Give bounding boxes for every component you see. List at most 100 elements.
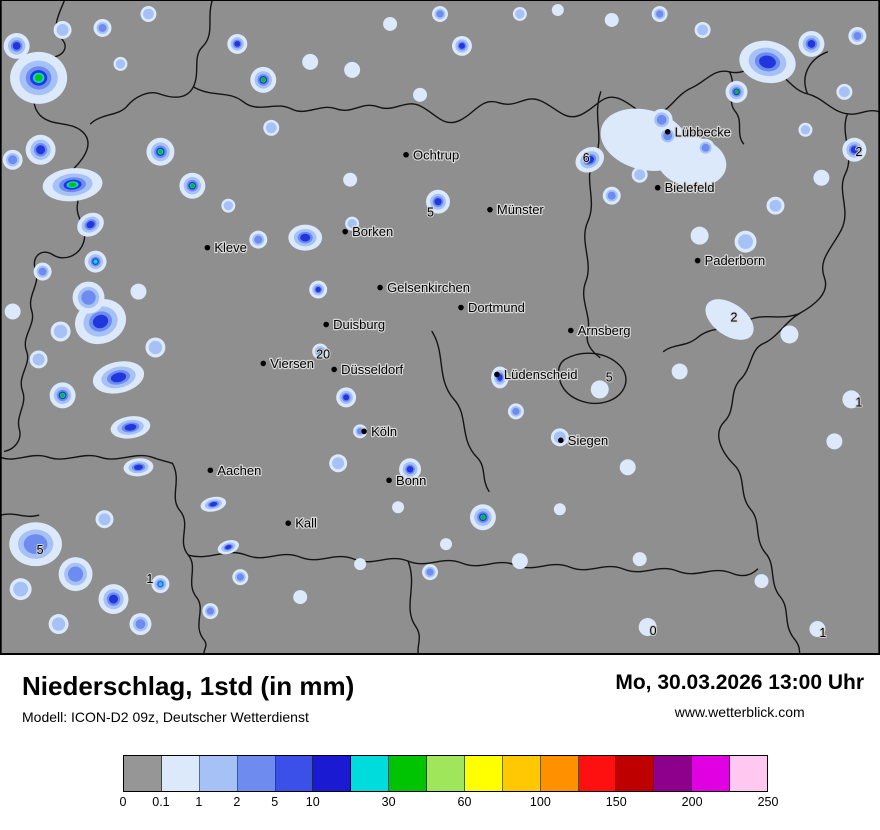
city-marker <box>386 477 392 484</box>
precip-cell <box>25 134 56 165</box>
legend-color-cell <box>351 756 390 791</box>
precip-cell <box>604 12 619 27</box>
legend-color-cell <box>540 756 579 791</box>
precip-cell <box>202 603 219 620</box>
precip-cell <box>553 503 566 516</box>
precip-cell <box>413 87 428 102</box>
precip-cell <box>151 575 170 594</box>
precip-cell <box>227 33 248 54</box>
map-title: Niederschlag, 1std (in mm) <box>22 671 355 701</box>
precip-cell <box>9 522 62 567</box>
precip-cell <box>50 321 71 342</box>
precip-cell <box>766 196 785 215</box>
precip-cell <box>302 53 319 70</box>
precip-cell <box>657 125 678 146</box>
footer: Niederschlag, 1std (in mm) Modell: ICON-… <box>0 655 880 830</box>
precip-value-label: 1 <box>819 626 826 640</box>
precip-cell <box>432 5 448 22</box>
legend-color-cell <box>275 756 314 791</box>
precip-cell <box>734 230 757 253</box>
map-frame <box>0 0 880 654</box>
precip-cell <box>512 6 527 21</box>
precip-cell <box>631 166 648 183</box>
city-marker <box>361 428 367 435</box>
border-bottom-left <box>0 513 40 518</box>
footer-left: Niederschlag, 1std (in mm) Modell: ICON-… <box>22 671 354 725</box>
precip-cell <box>694 21 711 38</box>
legend-color-cell <box>237 756 276 791</box>
city-label: Duisburg <box>333 317 385 332</box>
precip-cell <box>130 283 147 300</box>
city-label: Kleve <box>214 240 246 255</box>
precip-cell <box>842 390 861 409</box>
precip-cell <box>49 382 76 409</box>
legend-tick-label: 5 <box>271 795 279 809</box>
legend-color-bar <box>123 755 768 792</box>
precip-cell <box>383 16 398 31</box>
precip-cell <box>84 250 107 273</box>
precip-cell <box>754 574 769 589</box>
precip-cell <box>77 212 104 237</box>
legend-ticks: 0 0.1 1 2 5 10 30 60 100 150 200 250 <box>119 795 779 811</box>
precip-value-label: 5 <box>606 370 613 384</box>
precip-cell <box>809 621 826 638</box>
city-label: Düsseldorf <box>341 362 403 377</box>
legend-color-cell <box>616 756 655 791</box>
city-marker <box>204 244 211 251</box>
legend-tick-label: 30 <box>381 795 396 809</box>
legend-color-cell <box>692 756 730 791</box>
model-info: Modell: ICON-D2 09z, Deutscher Wetterdie… <box>22 709 309 725</box>
precip-cell <box>113 56 128 71</box>
precip-value-label: 5 <box>427 206 434 220</box>
city-marker <box>403 151 409 158</box>
legend-tick-label: 60 <box>457 795 472 809</box>
city-marker <box>558 437 564 444</box>
border-bergisch <box>431 330 490 492</box>
precip-cell <box>650 108 673 131</box>
city-marker <box>342 228 348 235</box>
precip-cell <box>53 20 72 39</box>
legend-tick-label: 1 <box>195 795 203 809</box>
precip-cell <box>836 83 853 100</box>
legend-tick-label: 2 <box>233 795 241 809</box>
footer-text-row: Niederschlag, 1std (in mm) Modell: ICON-… <box>0 655 880 725</box>
city-label: Ochtrup <box>413 147 459 162</box>
border-sauerland-loop <box>557 352 627 405</box>
precip-cell <box>671 363 688 380</box>
precip-cell <box>2 149 23 170</box>
precip-cell <box>221 198 236 213</box>
precip-cell <box>123 458 154 477</box>
forecast-datetime: Mo, 30.03.2026 13:00 Uhr <box>615 671 864 694</box>
precip-cell <box>426 189 450 214</box>
city-label: Kall <box>295 516 317 531</box>
precip-cell <box>33 262 52 281</box>
precip-cell <box>469 504 496 531</box>
city-label: Siegen <box>568 433 608 448</box>
precip-cell <box>309 280 328 299</box>
precip-cell <box>250 66 277 93</box>
legend-tick-label: 0 <box>119 795 127 809</box>
legend-color-cell <box>199 756 238 791</box>
city-marker <box>331 366 337 373</box>
precip-cell <box>58 557 93 592</box>
precip-cell <box>95 510 114 529</box>
precip-cell <box>145 337 166 358</box>
city-label: Paderborn <box>705 253 766 268</box>
precip-cell <box>129 613 152 636</box>
precip-cell <box>343 172 358 187</box>
precip-cell <box>344 61 361 78</box>
precip-value-label: 2 <box>731 311 738 325</box>
city-marker <box>654 184 661 191</box>
precip-cell <box>345 216 360 231</box>
legend-tick-label: 200 <box>681 795 703 809</box>
precip-cell <box>826 433 843 450</box>
precip-cell <box>217 540 239 555</box>
precipitation-map: Ochtrup Münster Lübbecke Bielefeld Kleve Bork… <box>0 0 880 655</box>
precip-cell <box>29 350 48 369</box>
legend-tick-label: 250 <box>757 795 779 809</box>
precip-cell <box>798 122 813 137</box>
precip-cell <box>848 26 867 45</box>
legend-color-cell <box>502 756 541 791</box>
city-label: Münster <box>497 202 545 217</box>
precip-cell <box>93 18 112 37</box>
